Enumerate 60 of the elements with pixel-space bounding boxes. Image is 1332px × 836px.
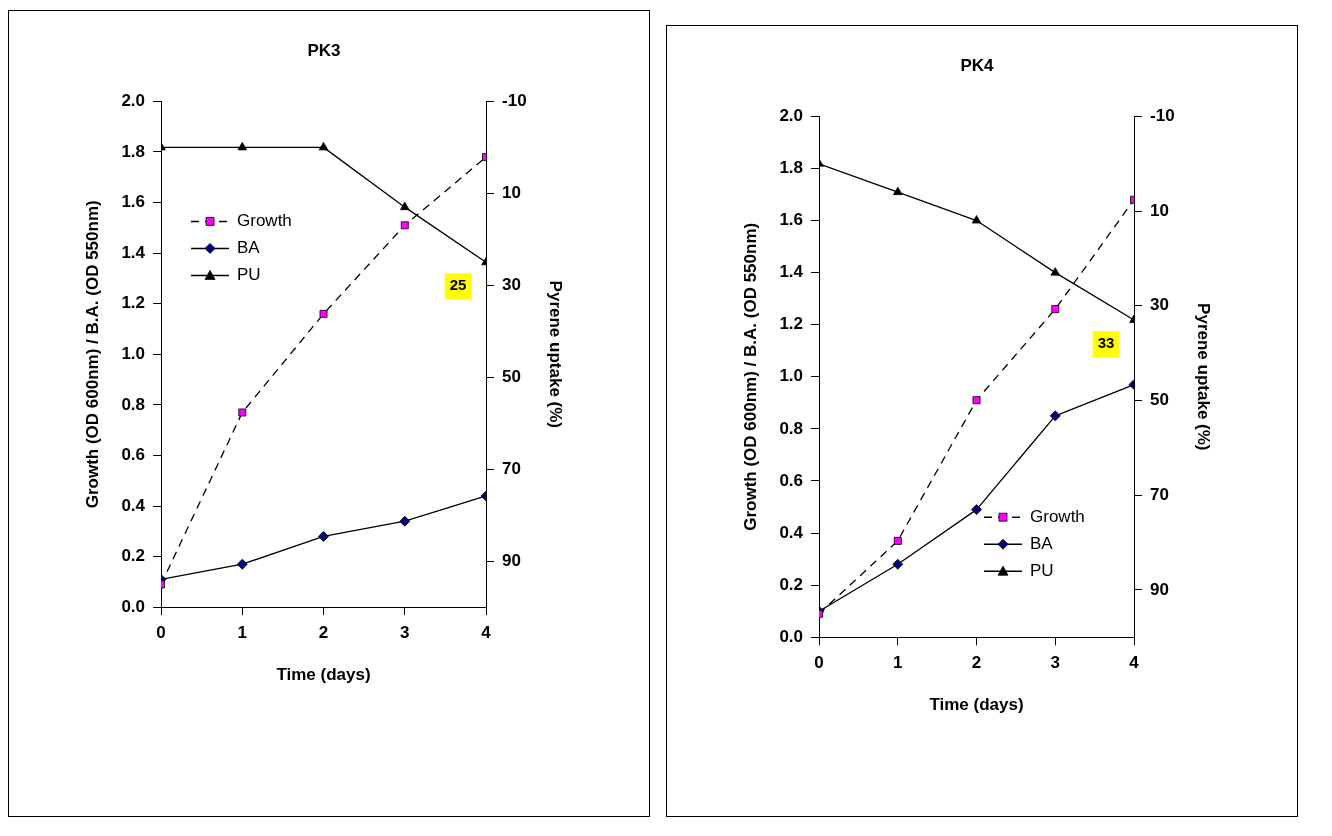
y-tick-label: 1.6 bbox=[121, 192, 146, 212]
data-label: 25 bbox=[449, 276, 467, 294]
y-tick-label: 0.0 bbox=[121, 596, 146, 616]
y-tick-label: 0.2 bbox=[121, 546, 146, 566]
y2-tick-label: 70 bbox=[502, 458, 521, 478]
y2-tick-label: 30 bbox=[502, 275, 521, 295]
chart-title: PK3 bbox=[307, 40, 341, 60]
y-tick-label: 0.4 bbox=[779, 522, 804, 542]
y2-axis-title: Pyrene uptake (%) bbox=[1194, 303, 1214, 451]
y-tick-label: 1.2 bbox=[779, 314, 804, 334]
y-tick-label: 1.0 bbox=[121, 343, 146, 363]
y2-tick-label: -10 bbox=[1150, 106, 1175, 126]
x-tick-label: 2 bbox=[318, 623, 329, 643]
y-axis-title: Growth (OD 600nm) / B.A. (OD 550nm) bbox=[82, 200, 102, 509]
y-tick-label: 1.4 bbox=[779, 262, 804, 282]
y-tick-label: 0.8 bbox=[121, 394, 146, 414]
y2-tick-label: 70 bbox=[1150, 484, 1169, 504]
y-tick-label: 2.0 bbox=[779, 106, 804, 126]
x-tick-label: 4 bbox=[481, 623, 492, 643]
x-tick-label: 1 bbox=[237, 623, 248, 643]
y-tick-label: 1.2 bbox=[121, 293, 146, 313]
y-tick-label: 1.4 bbox=[121, 242, 146, 262]
legend-label: Growth bbox=[1030, 506, 1085, 526]
legend-label: BA bbox=[237, 238, 261, 258]
x-axis-title: Time (days) bbox=[929, 695, 1024, 715]
y-tick-label: 0.4 bbox=[121, 495, 146, 515]
legend-label: Growth bbox=[237, 211, 292, 231]
y-tick-label: 2.0 bbox=[121, 91, 146, 111]
legend-label: BA bbox=[1030, 533, 1054, 553]
y2-axis-title: Pyrene uptake (%) bbox=[546, 280, 566, 428]
y2-tick-label: 90 bbox=[1150, 579, 1169, 599]
x-tick-label: 4 bbox=[1129, 653, 1140, 673]
y2-tick-label: 90 bbox=[502, 550, 521, 570]
y-tick-label: 0.0 bbox=[779, 626, 804, 646]
legend-label: PU bbox=[237, 265, 261, 285]
x-tick-label: 0 bbox=[814, 653, 824, 673]
x-axis-title: Time (days) bbox=[276, 665, 371, 685]
legend-label: PU bbox=[1030, 560, 1054, 580]
y2-tick-label: 10 bbox=[502, 183, 521, 203]
chart-title: PK4 bbox=[960, 55, 995, 75]
x-tick-label: 3 bbox=[1050, 653, 1061, 673]
data-label: 33 bbox=[1097, 334, 1115, 352]
x-tick-label: 3 bbox=[400, 623, 410, 643]
x-tick-label: 1 bbox=[893, 653, 903, 673]
y2-tick-label: 50 bbox=[502, 366, 521, 386]
y-tick-label: 1.0 bbox=[779, 366, 804, 386]
x-tick-label: 0 bbox=[156, 623, 166, 643]
y2-tick-label: 10 bbox=[1150, 200, 1169, 220]
y2-tick-label: 30 bbox=[1150, 295, 1169, 315]
y-tick-label: 0.2 bbox=[779, 574, 804, 594]
y-axis-title: Growth (OD 600nm) / B.A. (OD 550nm) bbox=[740, 222, 760, 531]
x-tick-label: 2 bbox=[971, 653, 982, 673]
y-tick-label: 0.6 bbox=[779, 470, 804, 490]
y2-tick-label: 50 bbox=[1150, 390, 1169, 410]
y-tick-label: 1.8 bbox=[121, 141, 146, 161]
y-tick-label: 0.6 bbox=[121, 445, 146, 465]
y-tick-label: 1.8 bbox=[779, 158, 804, 178]
y-tick-label: 1.6 bbox=[779, 210, 804, 230]
y-tick-label: 0.8 bbox=[779, 418, 804, 438]
y2-tick-label: -10 bbox=[502, 91, 527, 111]
